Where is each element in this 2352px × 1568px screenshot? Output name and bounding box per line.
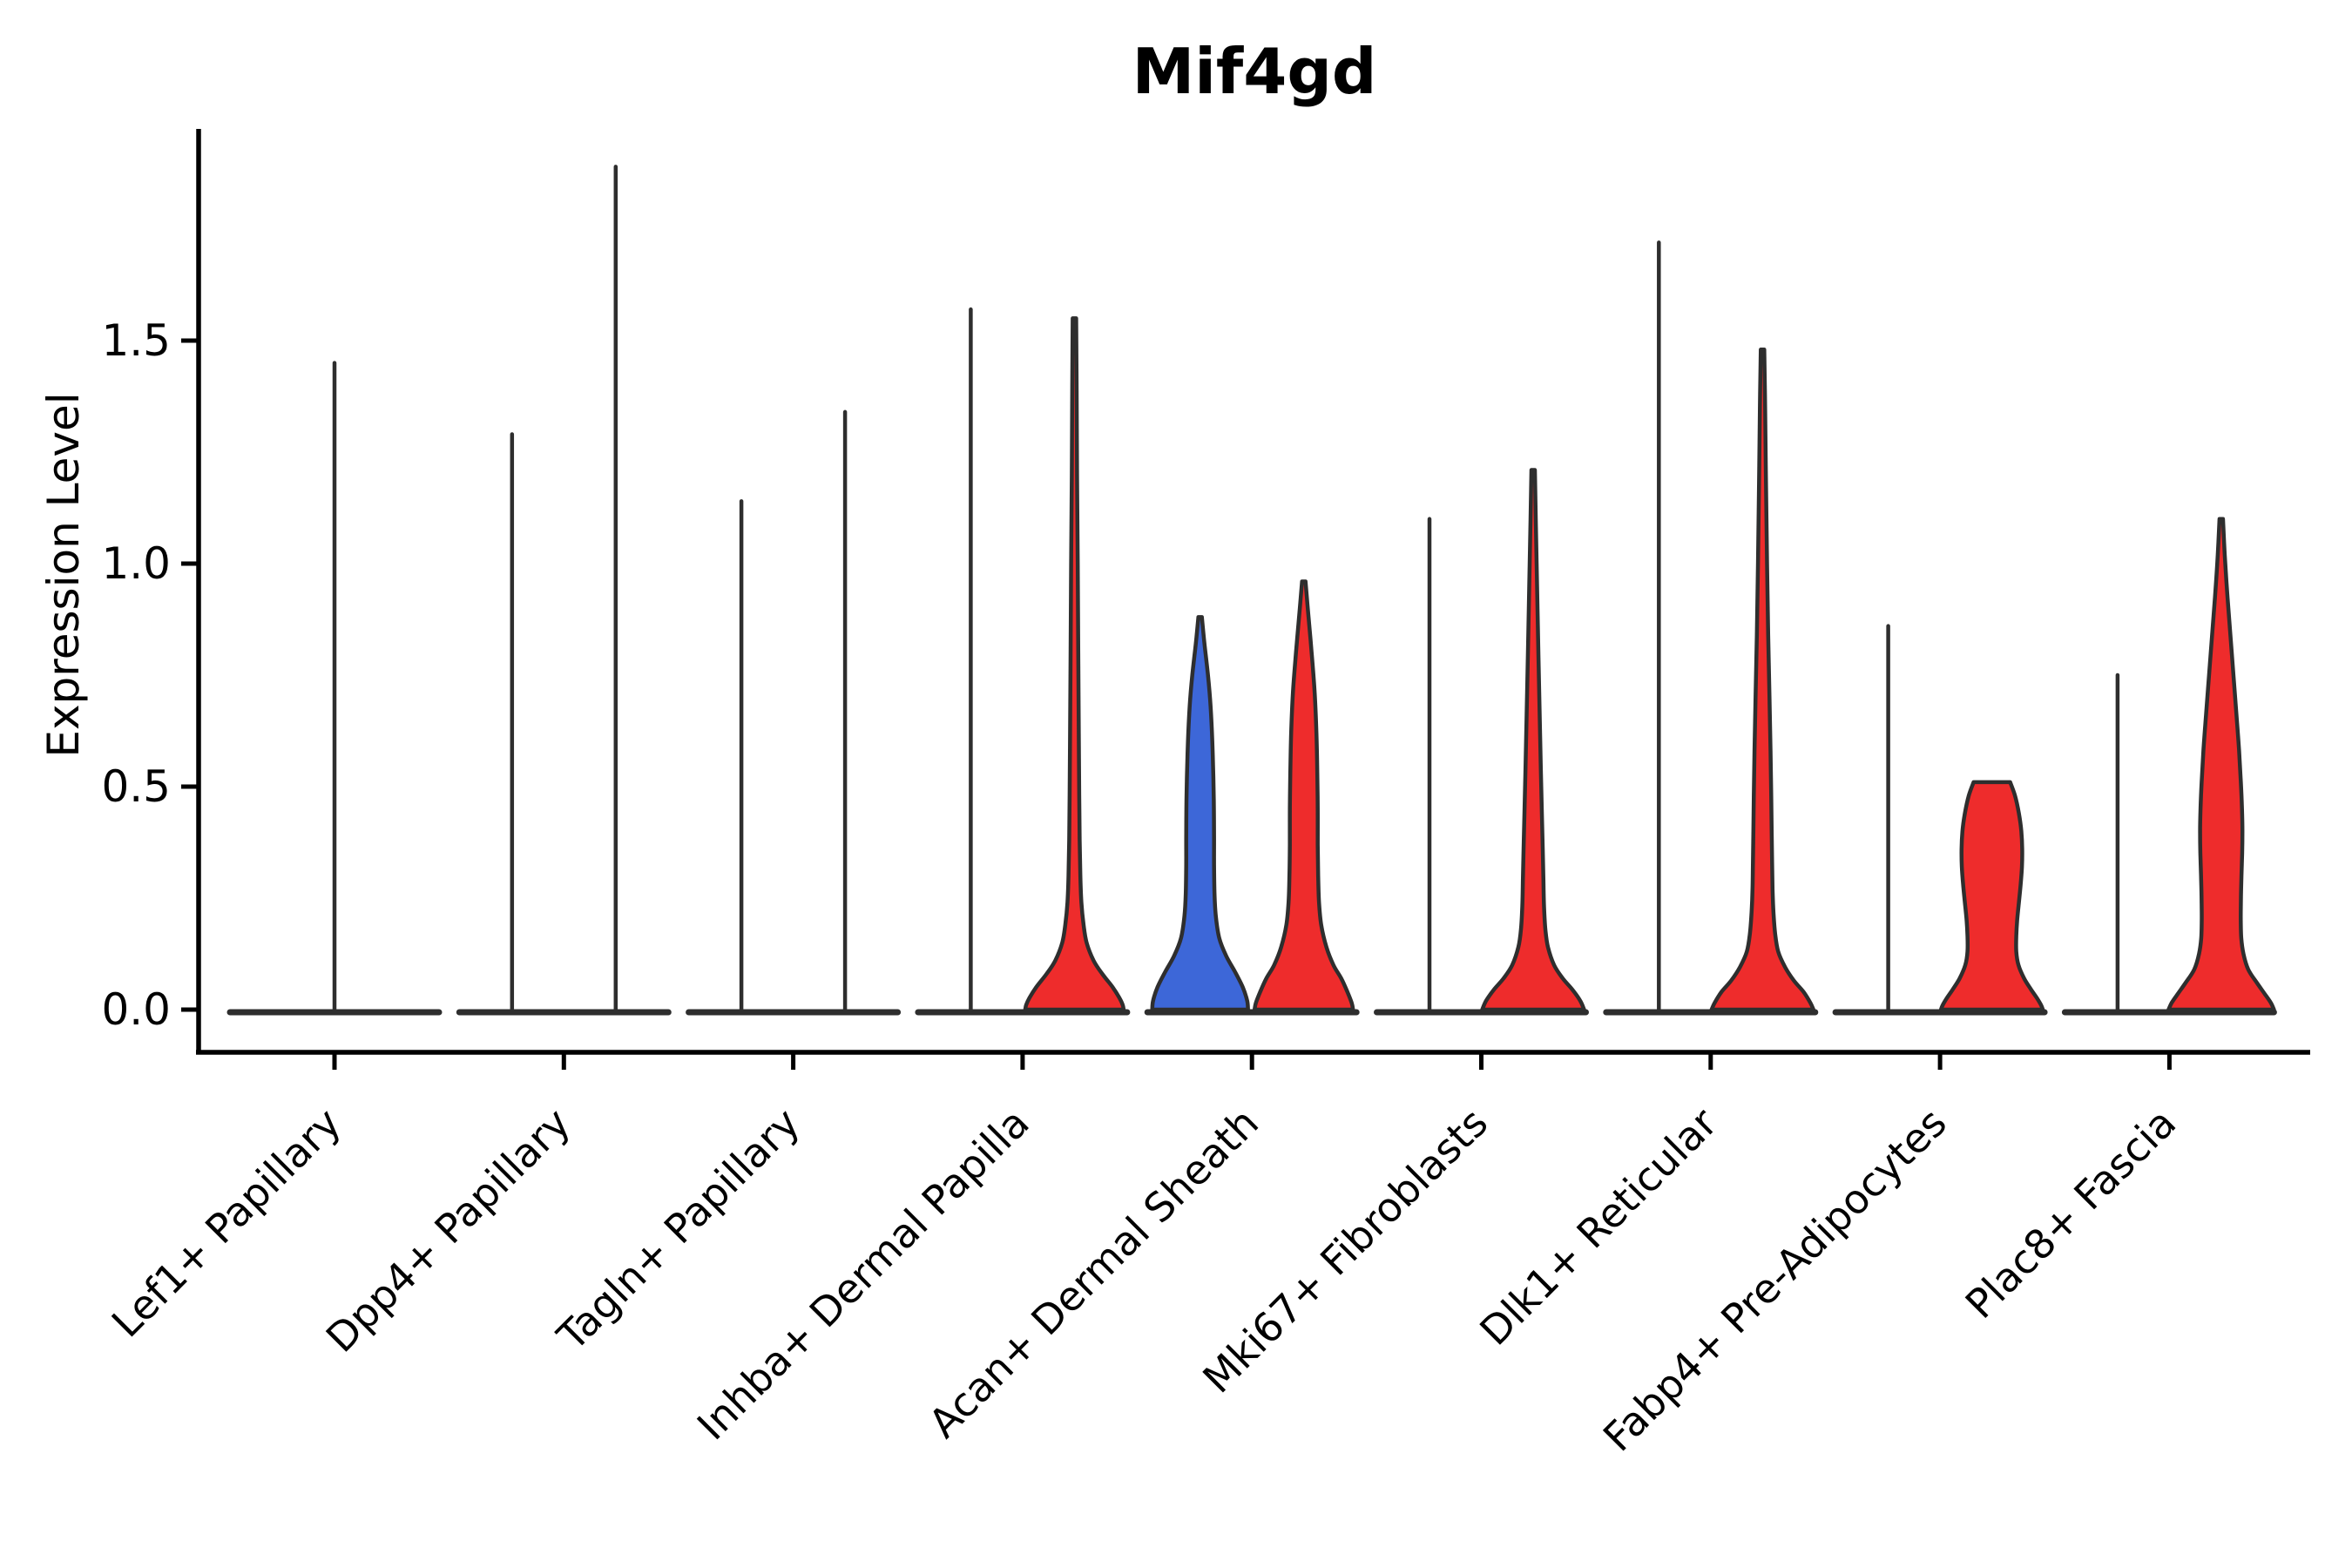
violin-body-cat5-g2 (1480, 468, 1586, 1012)
violin-body-cat4-g2 (1252, 579, 1355, 1012)
chart-title: Mif4gd (1132, 35, 1377, 108)
y-tick-label: 0.0 (101, 984, 171, 1035)
violin-body-cat7-g2 (1938, 780, 2045, 1012)
violin-body-cat4-g1 (1150, 615, 1250, 1012)
violin-body-cat8-g2 (2166, 517, 2276, 1012)
y-tick-label: 1.0 (101, 538, 171, 589)
x-tick-label: Plac8+ Fascia (1957, 1099, 2185, 1328)
violin-body-cat3-g2 (1023, 316, 1126, 1012)
y-tick-label: 0.5 (101, 761, 171, 812)
violin-body-cat6-g2 (1709, 347, 1816, 1012)
y-tick-label: 1.5 (101, 315, 171, 366)
x-tick-label: Dpp4+ Papillary (317, 1099, 579, 1362)
x-tick-label: Dlk1+ Reticular (1470, 1099, 1726, 1355)
y-axis-title: Expression Level (38, 392, 89, 758)
x-tick-label: Tagln+ Papillary (548, 1099, 809, 1361)
x-tick-label: Lef1+ Papillary (103, 1099, 350, 1347)
